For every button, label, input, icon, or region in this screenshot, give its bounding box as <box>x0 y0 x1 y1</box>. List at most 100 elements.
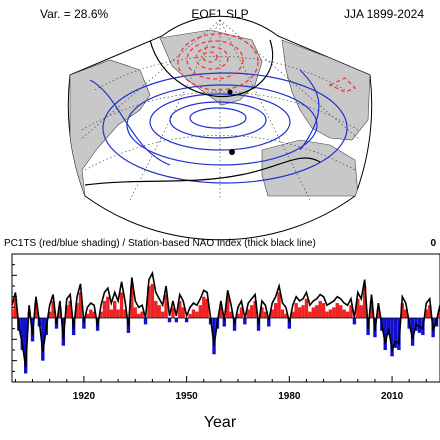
pc1-bar <box>280 309 285 318</box>
pc1-bar <box>75 303 79 318</box>
y-axis-ticks <box>12 253 17 383</box>
pc1-bar <box>400 303 405 318</box>
variance-label: Var. = 28.6% <box>40 7 109 21</box>
pc1-bar <box>362 286 367 318</box>
pc1-bar <box>20 318 24 350</box>
pc1-bar <box>164 294 168 318</box>
pc1-bar <box>267 318 271 327</box>
pc1-bar <box>58 307 62 318</box>
corner-label: 0 <box>430 238 436 249</box>
pc1-bar <box>113 300 117 318</box>
pc1-bar <box>174 318 179 323</box>
plot-area <box>12 270 440 374</box>
x-tick-label: 2010 <box>381 391 404 402</box>
pc1-bar <box>136 313 141 318</box>
pc1-bar <box>116 309 120 318</box>
pc1-bar <box>270 309 274 318</box>
pc1-bar <box>34 303 38 318</box>
pc1-bar <box>123 309 127 318</box>
zero-contour <box>149 39 274 98</box>
pc1-bar <box>23 318 28 374</box>
pc1-bar <box>171 307 175 318</box>
pc1-bar <box>157 305 161 318</box>
pc1-bar <box>345 311 350 318</box>
eof-map <box>67 15 373 241</box>
pc1-bar <box>106 296 110 318</box>
pc1-bar <box>424 309 429 318</box>
timeseries-title: PC1TS (red/blue shading) / Station-based… <box>4 238 316 249</box>
pc1-bar <box>68 300 72 318</box>
x-axis: 1920 1950 1980 2010 <box>14 376 427 402</box>
pc1-bar <box>92 311 96 318</box>
pc1-bar <box>219 307 223 318</box>
pc1-bar <box>222 318 226 327</box>
pc1-bar <box>205 298 209 318</box>
pc1-bar <box>184 318 189 323</box>
pc1-bar <box>246 309 250 318</box>
pc1-bar <box>41 318 45 361</box>
x-tick-label: 1950 <box>175 391 198 402</box>
pc1-bar <box>154 300 158 318</box>
pc1-bar <box>191 309 196 318</box>
pc1-bar <box>308 311 312 318</box>
pc1-bar <box>253 300 257 318</box>
pc1-bar <box>143 318 148 325</box>
pc1-bar <box>12 309 14 318</box>
pc1-bar <box>386 318 391 336</box>
pc1-bar <box>311 307 316 318</box>
x-axis-title: Year <box>203 414 237 431</box>
pc1-bar <box>318 300 322 318</box>
pc1-bar <box>393 318 398 348</box>
pc1-bar <box>277 292 281 318</box>
pc1-bar <box>13 298 18 318</box>
pc1-bar <box>229 311 233 318</box>
positive-contours <box>177 33 357 93</box>
pc1-bar <box>438 311 440 318</box>
pc1-bar <box>297 307 302 318</box>
pc1-bar <box>65 305 69 318</box>
x-tick-label: 1920 <box>73 391 96 402</box>
x-tick-label: 1980 <box>278 391 301 402</box>
pc1-bar <box>188 313 192 318</box>
pc1-bar <box>140 311 144 318</box>
pc1-bar <box>410 318 415 346</box>
season-period-label: JJA 1899-2024 <box>343 7 424 21</box>
pc1-bar <box>349 305 353 318</box>
pc1-bar <box>356 298 360 318</box>
pc1-bar <box>428 305 432 318</box>
pc1-bar <box>287 318 292 329</box>
pc1-bar <box>239 307 244 318</box>
pc1-bar <box>85 313 90 318</box>
pc1-bar <box>249 305 254 318</box>
graticule <box>79 19 361 201</box>
pc1-bar <box>294 303 298 318</box>
pc1-bar <box>47 311 52 318</box>
pc1-bar <box>243 318 247 325</box>
negative-contours <box>89 69 348 184</box>
pc1-bar <box>82 318 86 329</box>
pc1-bar <box>167 318 172 323</box>
pc1-bar <box>202 296 206 318</box>
pc1-bar <box>160 311 165 318</box>
pc1-bar <box>291 311 295 318</box>
pc1-bar <box>147 286 151 318</box>
pc1-bar <box>404 309 408 318</box>
pc1-bar <box>263 311 268 318</box>
pc1-bar <box>321 303 326 318</box>
pc1-bar <box>133 307 137 318</box>
pc1-bar <box>417 318 422 333</box>
pc1-bar <box>304 298 309 318</box>
station-azores-marker <box>229 149 235 155</box>
pc1-bar <box>236 313 240 318</box>
pc1-bar <box>109 309 113 318</box>
pc1-bar <box>51 300 55 318</box>
pc1-bar <box>301 305 305 318</box>
pc1-bar <box>390 318 394 357</box>
pc1-bar <box>332 307 336 318</box>
pc1-bar <box>369 300 374 318</box>
pc1-bar <box>150 283 155 318</box>
pc-timeseries-panel: 1920 1950 1980 2010 <box>11 253 440 402</box>
pc1-bar <box>376 309 381 318</box>
pc1-bar <box>273 303 278 318</box>
